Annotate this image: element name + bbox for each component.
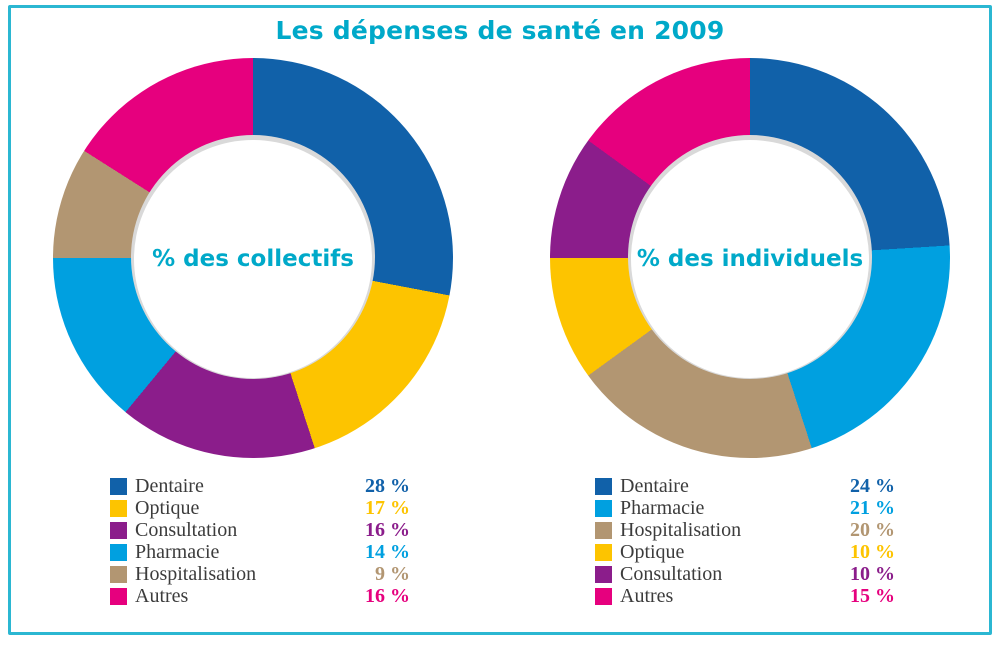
legend-label: Optique [135,497,200,519]
legend-row: Autres 16 % [110,585,410,607]
legend-row: Consultation 10 % [595,563,895,585]
legend-value-number: 15 [850,584,870,607]
legend-value-number: 14 [365,540,385,563]
legend-value-number: 20 [850,518,870,541]
legend-color-swatch [110,477,127,495]
legend-label: Hospitalisation [620,519,742,541]
legend-value-number: 9 [375,562,385,585]
legend-value: 24 % [842,475,895,498]
legend-color-swatch [595,543,612,561]
legend-value: 9 % [357,563,410,586]
donut-center-label: % des individuels [636,246,864,272]
legend-value: 20 % [842,519,895,542]
legend-value: 10 % [842,563,895,586]
legend-label: Pharmacie [620,497,705,519]
donut-hole: % des individuels [631,140,869,378]
legend-label: Pharmacie [135,541,220,563]
legend-row: Dentaire 24 % [595,475,895,497]
legend-color-swatch [110,587,127,605]
legend-individuels: Dentaire 24 % Pharmacie 21 % Hospitalisation… [595,475,895,607]
legend-value-number: 17 [365,496,385,519]
legend-row: Hospitalisation 20 % [595,519,895,541]
legend-label: Autres [135,585,189,607]
legend-color-swatch [110,521,127,539]
legend-value: 15 % [842,585,895,608]
legend-color-swatch [595,587,612,605]
legend-value-number: 10 [850,562,870,585]
legend-row: Optique 10 % [595,541,895,563]
legend-row: Optique 17 % [110,497,410,519]
legend-row: Autres 15 % [595,585,895,607]
legend-value: 14 % [357,541,410,564]
legend-label: Consultation [620,563,723,585]
donut-hole: % des collectifs [134,140,372,378]
legend-label: Consultation [135,519,238,541]
legend-color-swatch [110,499,127,517]
legend-row: Hospitalisation 9 % [110,563,410,585]
legend-color-swatch [595,521,612,539]
legend-color-swatch [595,477,612,495]
legend-color-swatch [595,565,612,583]
legend-value-number: 10 [850,540,870,563]
legend-value-number: 16 [365,584,385,607]
legend-label: Autres [620,585,674,607]
legend-label: Dentaire [620,475,689,497]
legend-row: Pharmacie 14 % [110,541,410,563]
donut-chart-individuels: % des individuels [550,58,950,458]
donut-chart-collectifs: % des collectifs [53,58,453,458]
legend-collectifs: Dentaire 28 % Optique 17 % Consultation 16 % P… [110,475,410,607]
legend-value: 17 % [357,497,410,520]
legend-value: 10 % [842,541,895,564]
donut-center-label: % des collectifs [152,246,354,272]
legend-row: Pharmacie 21 % [595,497,895,519]
legend-value: 16 % [357,519,410,542]
legend-color-swatch [110,565,127,583]
legend-value: 28 % [357,475,410,498]
page-title: Les dépenses de santé en 2009 [275,16,725,45]
legend-value-number: 28 [365,474,385,497]
legend-value: 16 % [357,585,410,608]
legend-row: Dentaire 28 % [110,475,410,497]
legend-color-swatch [110,543,127,561]
legend-value: 21 % [842,497,895,520]
legend-row: Consultation 16 % [110,519,410,541]
legend-label: Hospitalisation [135,563,257,585]
legend-label: Optique [620,541,685,563]
legend-value-number: 24 [850,474,870,497]
legend-value-number: 21 [850,496,870,519]
legend-label: Dentaire [135,475,204,497]
legend-value-number: 16 [365,518,385,541]
legend-color-swatch [595,499,612,517]
